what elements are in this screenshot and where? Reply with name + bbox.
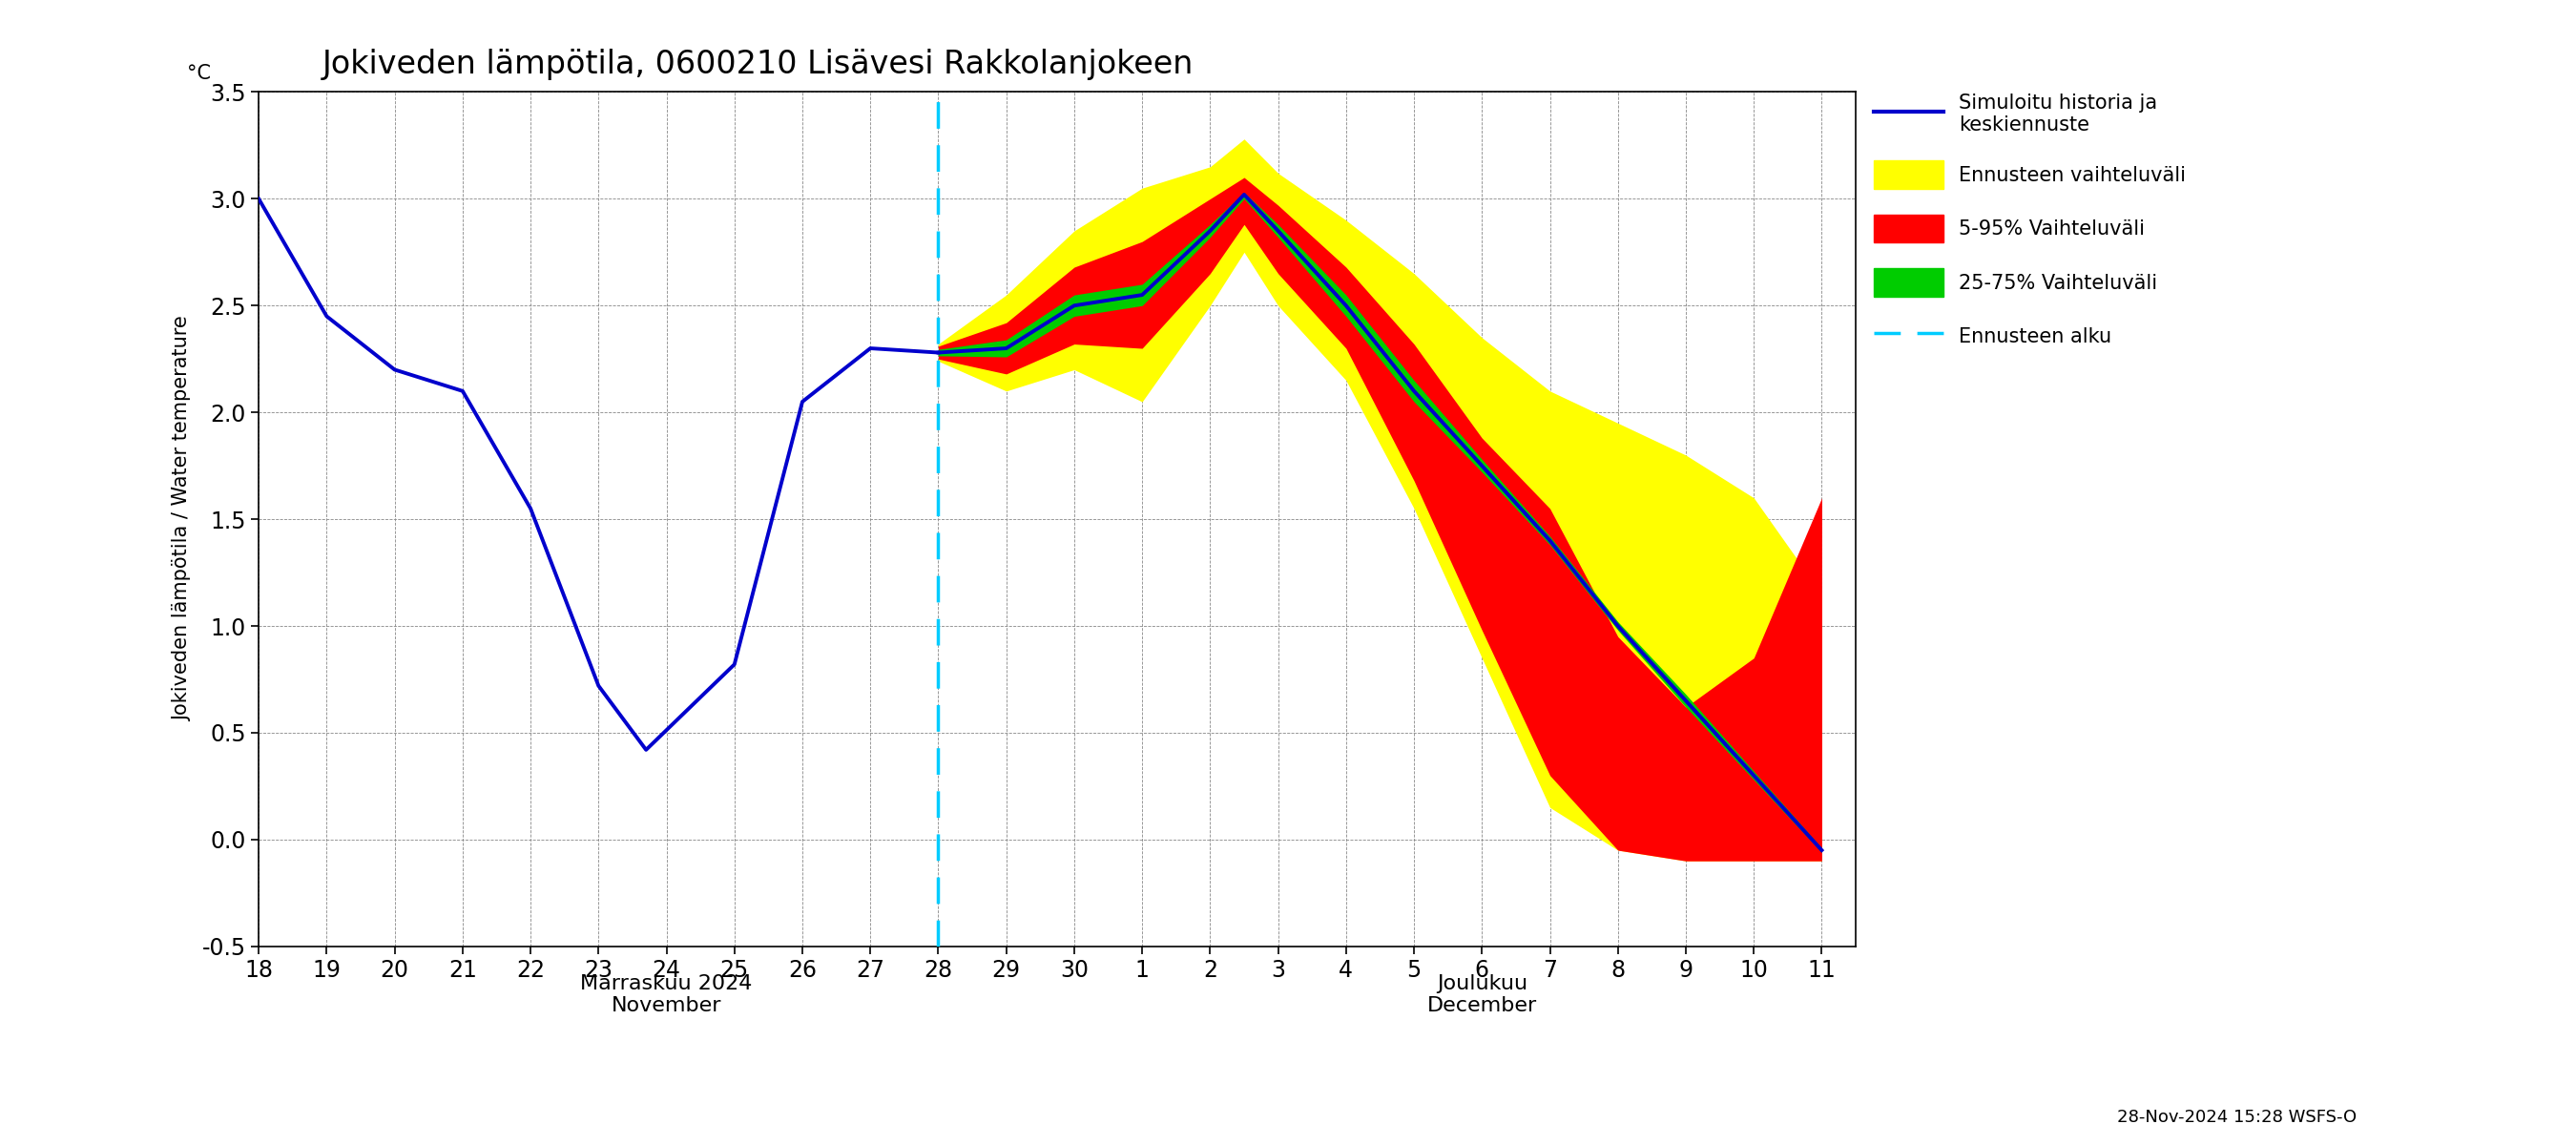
Text: Jokiveden lämpötila, 0600210 Lisävesi Rakkolanjokeen: Jokiveden lämpötila, 0600210 Lisävesi Ra…	[322, 48, 1195, 80]
Text: Marraskuu 2024
November: Marraskuu 2024 November	[580, 974, 752, 1016]
Text: Joulukuu
December: Joulukuu December	[1427, 974, 1538, 1016]
Text: 28-Nov-2024 15:28 WSFS-O: 28-Nov-2024 15:28 WSFS-O	[2117, 1108, 2357, 1126]
Text: °C: °C	[188, 64, 211, 84]
Y-axis label: Jokiveden lämpötila / Water temperature: Jokiveden lämpötila / Water temperature	[173, 316, 191, 721]
Legend: Simuloitu historia ja
keskiennuste, Ennusteen vaihteluväli, 5-95% Vaihteluväli, : Simuloitu historia ja keskiennuste, Ennu…	[1873, 94, 2187, 350]
